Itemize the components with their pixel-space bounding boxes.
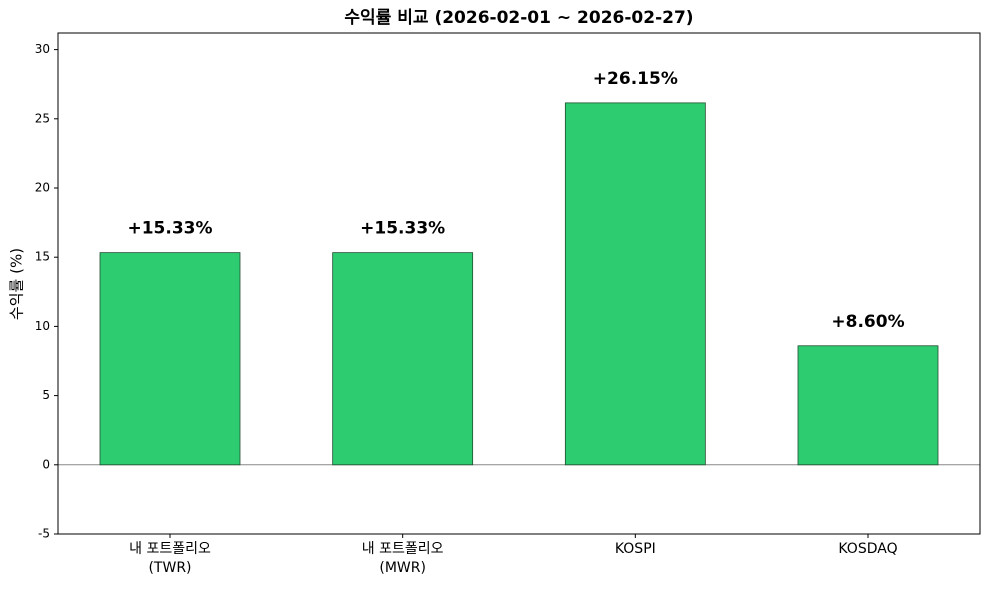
value-label: +8.60% (831, 312, 904, 332)
x-tick-label: KOSPI (614, 541, 656, 557)
value-label: +15.33% (127, 219, 212, 239)
plot-frame (57, 32, 981, 535)
y-tick-label: 5 (42, 388, 50, 402)
bar (332, 252, 474, 466)
value-label: +15.33% (360, 219, 445, 239)
y-tick-label: 15 (35, 250, 50, 264)
y-axis-label: 수익률 (%) (8, 248, 26, 320)
y-tick-label: 0 (42, 457, 50, 471)
y-tick-label: 30 (35, 42, 50, 56)
y-tick-label: 10 (35, 319, 50, 333)
bar (564, 102, 706, 466)
x-tick-label: 내 포트폴리오 (MWR) (361, 541, 444, 576)
y-tick-label: -5 (38, 527, 50, 541)
y-tick-label: 25 (35, 111, 50, 125)
value-label: +26.15% (593, 69, 678, 89)
x-tick-label: 내 포트폴리오 (TWR) (129, 541, 211, 576)
chart-title: 수익률 비교 (2026-02-01 ~ 2026-02-27) (344, 8, 693, 28)
y-tick-label: 20 (35, 181, 50, 195)
bar (797, 345, 939, 466)
x-tick-label: KOSDAQ (838, 541, 898, 557)
bar (99, 252, 241, 466)
